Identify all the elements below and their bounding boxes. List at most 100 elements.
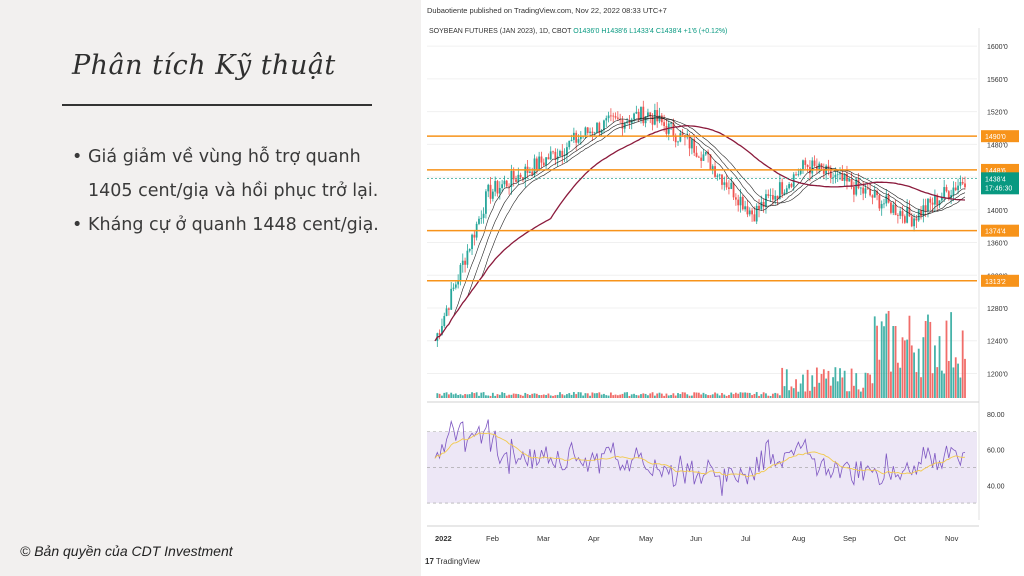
- candle-body: [605, 118, 608, 121]
- candle-body: [931, 202, 934, 205]
- volume-bar: [579, 392, 582, 398]
- candle-body: [575, 132, 578, 143]
- candle-body: [690, 139, 693, 149]
- volume-bar: [690, 395, 693, 398]
- volume-bar: [466, 394, 469, 398]
- candle-body: [917, 210, 920, 221]
- candle-body: [656, 110, 659, 122]
- volume-bar: [813, 386, 816, 398]
- candle-body: [910, 216, 913, 227]
- moving-average-line: [434, 115, 965, 342]
- candle-body: [760, 201, 763, 210]
- volume-bar: [769, 395, 772, 398]
- x-tick-label: Feb: [486, 534, 499, 543]
- volume-bar: [619, 394, 622, 398]
- level-label-box: [981, 274, 1019, 287]
- chart-screenshot: Dubaotiente published on TradingView.com…: [421, 0, 1024, 576]
- volume-bar: [804, 391, 807, 398]
- volume-bar: [496, 394, 499, 398]
- volume-bar: [878, 359, 881, 398]
- volume-bar: [765, 393, 767, 398]
- candle-body: [561, 150, 564, 156]
- x-tick-label: Sep: [843, 534, 856, 543]
- y-tick-label: 1240'0: [987, 339, 1008, 346]
- volume-bar: [677, 393, 679, 398]
- volume-bar: [815, 367, 818, 398]
- candle-body: [535, 158, 538, 170]
- candle-body: [959, 181, 962, 186]
- candle-body: [903, 216, 906, 223]
- volume-bar: [910, 345, 913, 398]
- volume-bar: [744, 392, 747, 398]
- volume-bar: [572, 392, 575, 398]
- symbol-name: SOYBEAN FUTURES (JAN 2023), 1D, CBOT: [429, 28, 572, 35]
- volume-bar: [894, 326, 897, 398]
- candle-body: [739, 196, 742, 206]
- x-tick-label: Apr: [588, 534, 600, 543]
- volume-bar: [952, 367, 955, 398]
- volume-bar: [501, 392, 504, 398]
- candle-body: [443, 316, 446, 327]
- volume-bar: [890, 371, 892, 398]
- volume-bar: [711, 394, 714, 398]
- volume-bar: [517, 394, 520, 398]
- volume-bar: [827, 370, 830, 398]
- candle-body: [954, 187, 957, 191]
- candle-body: [452, 287, 455, 289]
- candle-body: [677, 141, 679, 143]
- candle-body: [871, 195, 874, 198]
- candle-body: [769, 195, 772, 196]
- volume-bar: [667, 395, 670, 398]
- volume-bar: [526, 394, 529, 398]
- volume-bar: [721, 392, 723, 398]
- volume-bar: [767, 395, 770, 398]
- candle-body: [598, 122, 601, 134]
- volume-bar: [702, 392, 705, 398]
- volume-bar: [556, 394, 559, 398]
- candle-body: [466, 250, 469, 265]
- candle-body: [596, 122, 598, 133]
- volume-bar: [522, 395, 524, 398]
- y-tick-label: 1480'0: [987, 142, 1008, 149]
- candle-body: [522, 177, 524, 180]
- volume-bar: [695, 392, 698, 398]
- candle-body: [538, 156, 541, 170]
- volume-bar: [533, 393, 536, 398]
- candle-body: [753, 214, 756, 222]
- volume-bar: [540, 395, 543, 398]
- volume-bar: [734, 392, 737, 398]
- rsi-ma-line: [434, 432, 966, 478]
- publish-info: Dubaotiente published on TradingView.com…: [427, 6, 667, 15]
- candle-body: [471, 234, 473, 250]
- candle-body: [885, 195, 888, 204]
- candle-body: [859, 187, 862, 189]
- candle-body: [554, 151, 557, 160]
- volume-bar: [515, 393, 517, 398]
- candle-body: [714, 166, 716, 177]
- volume-bar: [549, 395, 552, 398]
- candle-body: [473, 234, 476, 238]
- volume-bar: [938, 336, 941, 398]
- candle-body: [566, 147, 568, 156]
- candle-body: [908, 207, 911, 217]
- candle-body: [702, 154, 705, 161]
- volume-bar: [864, 372, 867, 398]
- volume-bar: [547, 393, 550, 398]
- volume-bar: [718, 395, 721, 398]
- volume-bar: [628, 395, 631, 398]
- candle-body: [797, 174, 800, 176]
- volume-bar: [887, 310, 890, 398]
- candle-body: [788, 183, 791, 189]
- volume-bar: [839, 368, 841, 398]
- volume-bar: [561, 394, 564, 398]
- volume-bar: [651, 392, 654, 398]
- volume-bar: [832, 377, 834, 398]
- volume-bar: [582, 395, 585, 398]
- volume-bar: [510, 394, 513, 398]
- volume-bar: [637, 395, 640, 398]
- candle-body: [438, 333, 441, 335]
- candle-body: [778, 182, 781, 199]
- volume-bar: [924, 321, 927, 398]
- candle-body: [679, 133, 682, 142]
- volume-bar: [441, 395, 443, 398]
